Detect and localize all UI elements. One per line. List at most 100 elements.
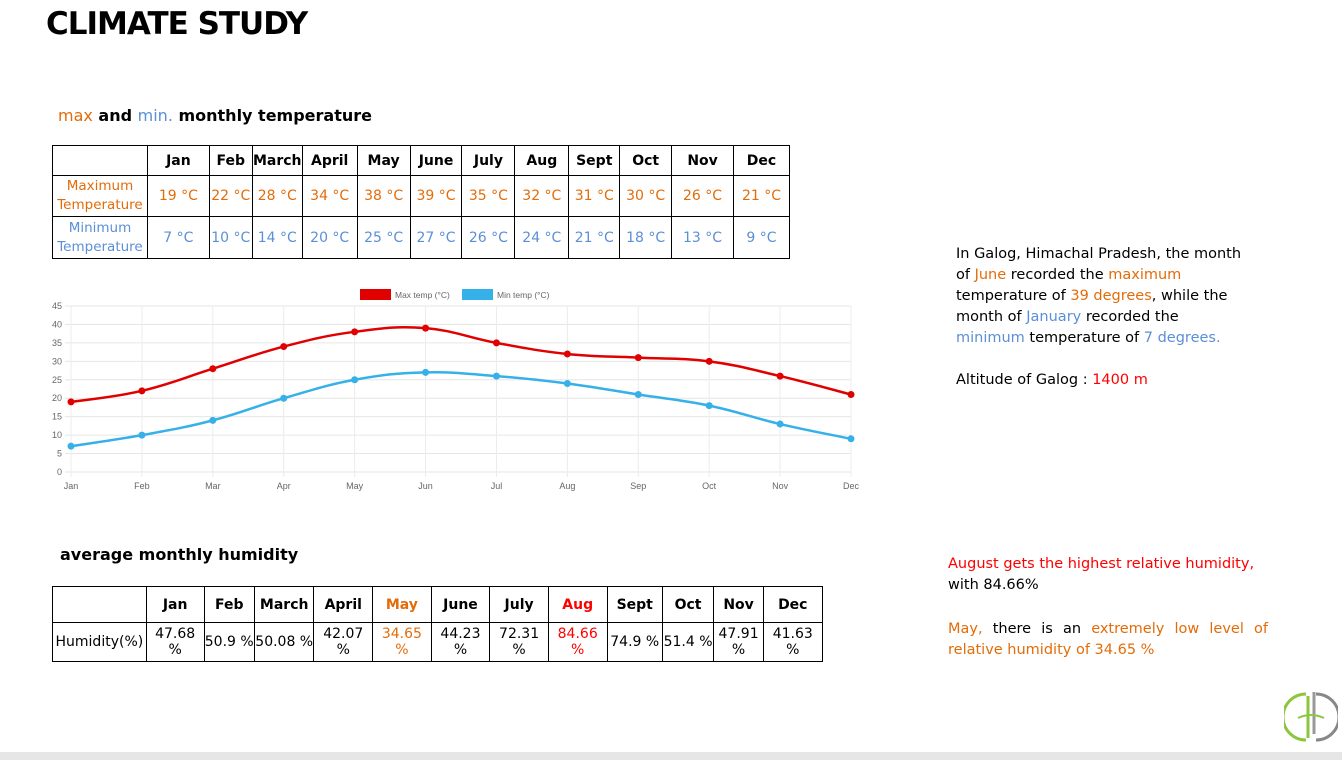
note-text: , while the month of: [956, 288, 1228, 325]
humidity-note: August gets the highest relative humidit…: [948, 554, 1268, 661]
humidity-cell: 50.9 %: [203, 622, 255, 662]
month-header: Aug: [547, 586, 608, 623]
x-tick-label: Aug: [559, 481, 575, 491]
max-temp-cell: 38 °C: [356, 175, 411, 217]
y-tick-label: 5: [57, 449, 62, 459]
humidity-high-text: August gets the highest relative humidit…: [948, 556, 1255, 572]
data-point: [67, 442, 75, 450]
month-header: Sept: [606, 586, 663, 623]
data-point: [776, 372, 784, 380]
y-tick-label: 20: [52, 393, 62, 403]
x-tick-label: Nov: [772, 481, 789, 491]
note-minimum: minimum: [956, 330, 1025, 346]
month-header: June: [409, 145, 463, 176]
month-header: April: [313, 586, 374, 623]
data-point: [209, 416, 217, 424]
humidity-low-text: extremely low level of relative humidity…: [948, 621, 1268, 658]
y-tick-label: 0: [57, 467, 62, 477]
x-tick-label: Apr: [277, 481, 291, 491]
month-header: Feb: [208, 145, 253, 176]
max-temp-cell: 28 °C: [251, 175, 303, 217]
note-7: 7 degrees.: [1143, 330, 1221, 346]
row-label: Humidity(%): [52, 622, 147, 662]
min-temp-cell: 10 °C: [208, 216, 253, 259]
data-point: [351, 376, 359, 384]
min-temp-cell: 26 °C: [461, 216, 516, 259]
month-header: March: [253, 586, 315, 623]
month-header: Oct: [619, 145, 673, 176]
data-point: [847, 435, 855, 443]
humidity-cell: 50.08 %: [253, 622, 315, 662]
legend-label: Max temp (°C): [395, 290, 450, 300]
data-point: [776, 420, 784, 428]
x-tick-label: May: [346, 481, 364, 491]
table-header-row: Jan Feb March April May June July Aug Sept Oct Nov…: [52, 145, 791, 176]
max-temp-cell: 32 °C: [514, 175, 570, 217]
y-tick-label: 30: [52, 356, 62, 366]
note-39: 39 degrees: [1070, 288, 1152, 304]
min-temp-cell: 21 °C: [568, 216, 621, 259]
altitude: Altitude of Galog : 1400 m: [956, 370, 1246, 391]
humidity-cell: 84.66 %: [547, 622, 608, 662]
min-temp-cell: 27 °C: [409, 216, 463, 259]
month-header: Jan: [146, 145, 210, 176]
x-tick-label: Mar: [205, 481, 221, 491]
max-temp-cell: 35 °C: [461, 175, 516, 217]
data-point: [705, 402, 713, 410]
month-header: March: [251, 145, 303, 176]
month-header: Nov: [671, 145, 734, 176]
data-point: [209, 365, 217, 373]
month-header: June: [430, 586, 491, 623]
humidity-cell: 41.63 %: [762, 622, 823, 662]
data-point: [847, 391, 855, 399]
max-temp-cell: 21 °C: [732, 175, 791, 217]
data-point: [563, 350, 571, 358]
legend-swatch: [360, 289, 391, 300]
note-january: January: [1026, 309, 1082, 325]
x-tick-label: Jun: [418, 481, 433, 491]
humidity-high-value: with 84.66%: [948, 577, 1039, 593]
y-tick-label: 35: [52, 338, 62, 348]
note-text: In Galog, Himachal Pradesh, the month of: [956, 246, 1242, 283]
title-and: and: [92, 106, 138, 125]
month-header: April: [301, 145, 358, 176]
humidity-cell: 34.65 %: [372, 622, 432, 662]
data-point: [280, 394, 288, 402]
row-label: Maximum Temperature: [52, 175, 148, 217]
x-tick-label: Oct: [702, 481, 717, 491]
month-header: May: [372, 586, 432, 623]
legend-swatch: [462, 289, 493, 300]
max-temp-cell: 39 °C: [409, 175, 463, 217]
data-point: [351, 328, 359, 336]
max-temp-cell: 34 °C: [301, 175, 358, 217]
x-tick-label: Feb: [134, 481, 150, 491]
min-temp-cell: 9 °C: [732, 216, 791, 259]
month-header: Dec: [762, 586, 823, 623]
month-header: Aug: [514, 145, 570, 176]
y-tick-label: 10: [52, 430, 62, 440]
humidity-cell: 47.68 %: [145, 622, 205, 662]
month-header: Nov: [713, 586, 764, 623]
table-row-humidity: Humidity(%) 47.68 % 50.9 % 50.08 % 42.07 % 34…: [52, 622, 873, 662]
data-point: [67, 398, 75, 406]
series-line-1: [70, 371, 852, 448]
temperature-line-chart: 0 5 10 15 20 25 30 35 40 45 Jan Feb Mar Apr May Jun Jul A…: [52, 289, 859, 491]
min-temp-cell: 24 °C: [514, 216, 570, 259]
data-point: [705, 357, 713, 365]
data-point: [563, 379, 571, 387]
y-tick-label: 15: [52, 412, 62, 422]
altitude-label: Altitude of Galog :: [956, 372, 1093, 388]
x-tick-label: Jan: [64, 481, 79, 491]
x-tick-label: Sep: [630, 481, 646, 491]
month-header: Oct: [661, 586, 715, 623]
note-text: there is an: [982, 621, 1092, 637]
note-maximum: maximum: [1108, 267, 1182, 283]
altitude-value: 1400 m: [1092, 372, 1148, 388]
max-temp-cell: 22 °C: [208, 175, 253, 217]
company-logo: [1284, 692, 1338, 742]
y-tick-label: 45: [52, 301, 62, 311]
max-temp-cell: 30 °C: [619, 175, 673, 217]
note-june: June: [974, 267, 1007, 283]
humidity-cell: 51.4 %: [661, 622, 715, 662]
